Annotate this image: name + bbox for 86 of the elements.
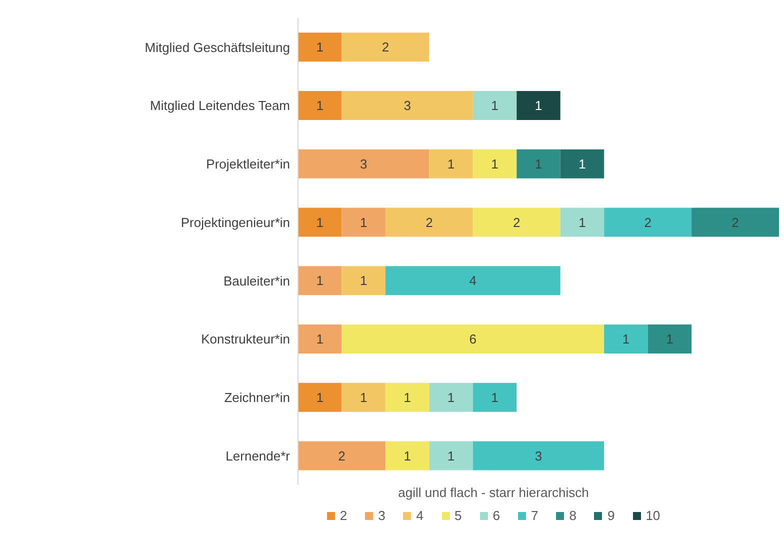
data-label: 1 <box>404 390 411 405</box>
y-tick-label: Mitglied Geschäftsleitung <box>144 40 290 55</box>
bar <box>429 149 473 178</box>
y-tick-label: Mitglied Leitendes Team <box>150 98 290 114</box>
data-label: 3 <box>404 98 411 114</box>
y-tick-label: Zeichner*in <box>224 390 290 406</box>
y-tick-label: Projektingenieur*in <box>180 214 290 230</box>
data-label: 1 <box>316 214 324 230</box>
bar <box>648 324 692 354</box>
bar <box>298 266 342 296</box>
data-label: 1 <box>578 156 586 172</box>
data-label: 3 <box>360 156 368 172</box>
y-tick-label: Projektleiter*in <box>206 156 290 172</box>
bar <box>342 266 386 296</box>
data-label: 1 <box>316 332 324 347</box>
bar <box>604 208 692 237</box>
bar <box>429 441 473 470</box>
y-tick-label: Lernende*r <box>226 448 291 464</box>
bar <box>298 90 342 120</box>
bar <box>385 382 430 412</box>
data-label: 1 <box>316 40 324 55</box>
data-label: 1 <box>316 273 324 288</box>
bar <box>342 208 386 237</box>
bar <box>298 208 342 237</box>
data-label: 1 <box>491 98 498 114</box>
legend-label: 8 <box>569 508 576 523</box>
data-label: 1 <box>404 448 411 464</box>
bar <box>692 208 779 237</box>
bar <box>342 90 473 120</box>
data-label: 1 <box>622 332 630 347</box>
data-label: 1 <box>360 390 368 405</box>
data-label: 1 <box>534 156 542 172</box>
bar <box>472 441 604 470</box>
legend-label: 9 <box>607 508 615 523</box>
bar <box>298 32 342 62</box>
data-label: 2 <box>426 214 433 230</box>
bar <box>298 149 430 178</box>
bar <box>429 382 473 412</box>
bar <box>298 382 342 412</box>
bar <box>560 149 604 178</box>
data-label: 2 <box>732 214 739 230</box>
data-label: 1 <box>491 156 498 172</box>
bar <box>604 324 648 354</box>
bar <box>472 208 560 237</box>
legend-label: 7 <box>531 508 538 523</box>
legend-label: 2 <box>340 508 348 523</box>
data-label: 4 <box>469 273 477 288</box>
bar <box>385 441 430 470</box>
data-label: 2 <box>338 448 346 464</box>
bar <box>516 90 560 120</box>
data-label: 1 <box>491 390 498 405</box>
y-tick-label: Bauleiter*in <box>224 273 290 288</box>
bar <box>472 382 517 412</box>
bar <box>385 208 473 237</box>
legend-label: 6 <box>492 508 500 523</box>
data-label: 1 <box>534 98 542 114</box>
bar <box>298 441 386 470</box>
data-label: 1 <box>360 273 368 288</box>
bar <box>342 324 604 354</box>
bar <box>472 149 517 178</box>
bar <box>560 208 604 237</box>
data-label: 2 <box>644 214 652 230</box>
data-label: 1 <box>578 214 586 230</box>
data-label: 3 <box>534 448 542 464</box>
data-label: 1 <box>316 98 324 114</box>
bar <box>342 32 430 62</box>
data-label: 1 <box>447 448 455 464</box>
legend-label: 10 <box>646 508 660 523</box>
bar <box>472 90 517 120</box>
data-label: 1 <box>316 390 324 405</box>
data-label: 6 <box>469 332 477 347</box>
legend-label: 4 <box>416 508 424 523</box>
data-label: 1 <box>447 390 455 405</box>
data-label: 1 <box>666 332 674 347</box>
data-label: 1 <box>447 156 455 172</box>
bar <box>516 149 560 178</box>
bar <box>298 324 342 354</box>
data-label: 1 <box>360 214 368 230</box>
bar <box>342 382 386 412</box>
y-tick-label: Konstrukteur*in <box>201 332 290 347</box>
data-label: 2 <box>513 214 520 230</box>
legend-label: 3 <box>378 508 386 523</box>
legend-title: agill und flach - starr hierarchisch <box>397 485 590 500</box>
legend-label: 5 <box>454 508 462 523</box>
bar <box>385 266 560 296</box>
data-label: 2 <box>382 40 390 55</box>
